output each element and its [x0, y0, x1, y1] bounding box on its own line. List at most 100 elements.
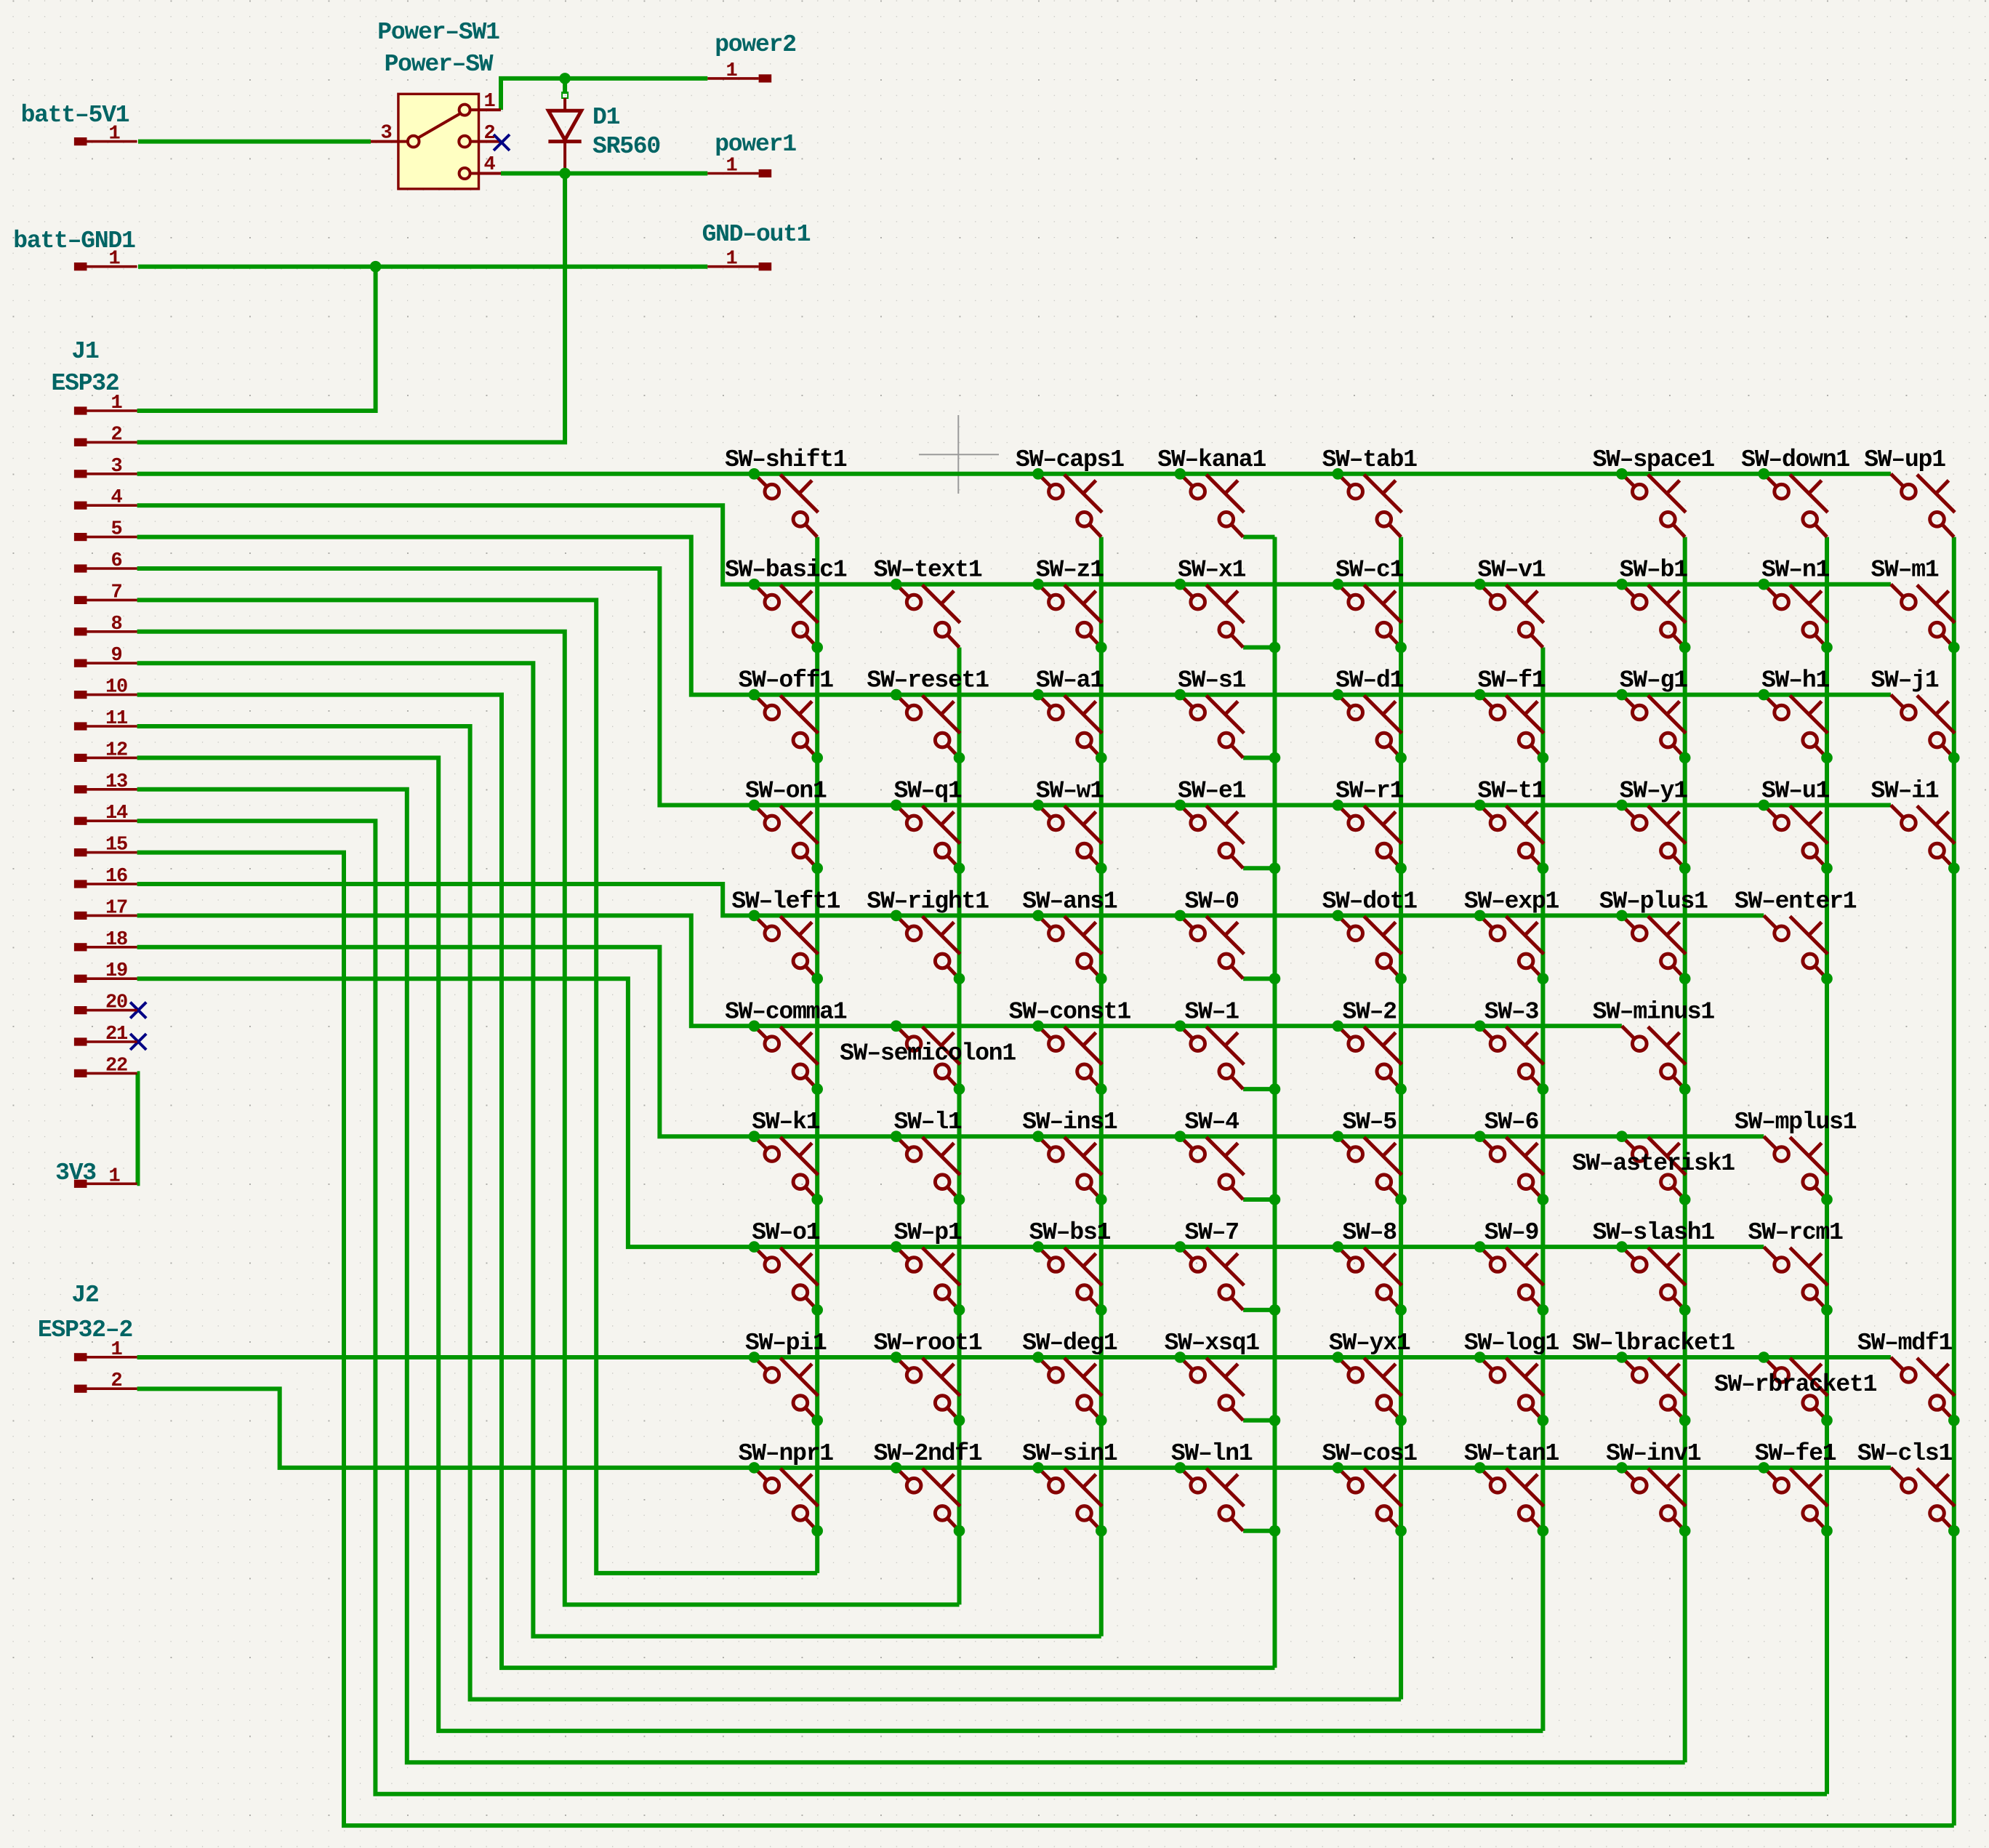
svg-text:batt–GND1: batt–GND1	[13, 228, 135, 254]
svg-text:SW–6: SW–6	[1484, 1109, 1538, 1136]
svg-text:SW–u1: SW–u1	[1761, 778, 1829, 805]
svg-text:SW–cls1: SW–cls1	[1857, 1440, 1953, 1467]
svg-text:ESP32–2: ESP32–2	[38, 1317, 132, 1343]
svg-text:SW–sin1: SW–sin1	[1022, 1440, 1117, 1467]
svg-text:SW–on1: SW–on1	[745, 778, 827, 805]
svg-text:SW–k1: SW–k1	[752, 1109, 819, 1136]
svg-text:21: 21	[105, 1024, 128, 1045]
svg-text:1: 1	[108, 249, 120, 270]
svg-text:SW–lbracket1: SW–lbracket1	[1572, 1330, 1735, 1357]
svg-text:1: 1	[726, 156, 737, 177]
svg-text:1: 1	[726, 249, 737, 270]
svg-text:SW–comma1: SW–comma1	[725, 998, 847, 1025]
svg-text:SW–l1: SW–l1	[894, 1109, 962, 1136]
svg-text:1: 1	[726, 60, 737, 82]
svg-text:SW–mplus1: SW–mplus1	[1735, 1109, 1857, 1136]
svg-text:SW–dot1: SW–dot1	[1322, 888, 1418, 915]
svg-text:SW–slash1: SW–slash1	[1593, 1219, 1715, 1246]
svg-text:4: 4	[483, 154, 495, 176]
svg-text:SW–t1: SW–t1	[1477, 778, 1545, 805]
svg-text:SW–down1: SW–down1	[1741, 446, 1849, 473]
svg-text:16: 16	[105, 866, 127, 888]
svg-text:3V3: 3V3	[55, 1160, 96, 1186]
svg-text:SW–1: SW–1	[1184, 998, 1239, 1025]
svg-text:7: 7	[110, 582, 121, 603]
svg-text:SW–v1: SW–v1	[1477, 557, 1545, 584]
svg-text:D1: D1	[592, 104, 620, 131]
svg-text:SW–minus1: SW–minus1	[1593, 998, 1715, 1025]
svg-text:power1: power1	[715, 131, 796, 158]
svg-text:SW–plus1: SW–plus1	[1599, 888, 1708, 915]
svg-text:SW–g1: SW–g1	[1620, 667, 1687, 694]
svg-text:SW–x1: SW–x1	[1178, 557, 1245, 584]
svg-text:SW–4: SW–4	[1184, 1109, 1239, 1136]
svg-text:power2: power2	[715, 31, 796, 58]
svg-text:SW–2ndf1: SW–2ndf1	[874, 1440, 982, 1467]
svg-text:SW–y1: SW–y1	[1620, 778, 1687, 805]
svg-text:19: 19	[105, 960, 127, 982]
svg-text:SW–kana1: SW–kana1	[1157, 446, 1266, 473]
svg-text:14: 14	[105, 803, 128, 824]
svg-text:SW–j1: SW–j1	[1871, 667, 1938, 694]
svg-text:Power–SW: Power–SW	[385, 51, 494, 78]
svg-text:SW–r1: SW–r1	[1335, 778, 1403, 805]
svg-text:1: 1	[110, 393, 122, 414]
svg-text:SW–up1: SW–up1	[1864, 446, 1945, 473]
svg-text:SW–z1: SW–z1	[1036, 557, 1104, 584]
svg-text:SW–shift1: SW–shift1	[725, 446, 847, 473]
svg-text:SW–left1: SW–left1	[731, 888, 840, 915]
svg-text:SW–xsq1: SW–xsq1	[1165, 1330, 1260, 1357]
svg-text:SW–a1: SW–a1	[1036, 667, 1104, 694]
svg-text:17: 17	[105, 897, 127, 919]
svg-text:SW–basic1: SW–basic1	[725, 557, 847, 584]
svg-text:batt–5V1: batt–5V1	[21, 102, 129, 129]
svg-text:SW–q1: SW–q1	[894, 778, 962, 805]
svg-text:18: 18	[105, 929, 127, 951]
svg-text:SW–npr1: SW–npr1	[739, 1440, 834, 1467]
svg-text:SW–inv1: SW–inv1	[1606, 1440, 1701, 1467]
svg-text:SW–space1: SW–space1	[1593, 446, 1715, 473]
svg-text:SW–7: SW–7	[1184, 1219, 1238, 1246]
svg-text:SW–tan1: SW–tan1	[1464, 1440, 1559, 1467]
svg-text:SW–b1: SW–b1	[1620, 557, 1687, 584]
svg-text:4: 4	[110, 487, 122, 509]
svg-text:SW–bs1: SW–bs1	[1029, 1219, 1111, 1246]
svg-text:9: 9	[110, 645, 121, 667]
svg-text:1: 1	[108, 1165, 120, 1187]
svg-text:1: 1	[108, 124, 120, 145]
svg-text:SW–ans1: SW–ans1	[1022, 888, 1117, 915]
svg-text:SW–2: SW–2	[1342, 998, 1396, 1025]
svg-text:SW–caps1: SW–caps1	[1016, 446, 1124, 473]
svg-text:10: 10	[105, 677, 127, 699]
svg-text:SW–f1: SW–f1	[1477, 667, 1545, 694]
svg-text:SW–o1: SW–o1	[752, 1219, 819, 1246]
svg-text:SR560: SR560	[592, 133, 660, 160]
svg-text:SW–enter1: SW–enter1	[1735, 888, 1857, 915]
svg-text:SW–c1: SW–c1	[1335, 557, 1403, 584]
svg-text:SW–ln1: SW–ln1	[1171, 1440, 1253, 1467]
svg-text:13: 13	[105, 771, 127, 793]
svg-text:SW–w1: SW–w1	[1036, 778, 1104, 805]
svg-text:SW–ins1: SW–ins1	[1022, 1109, 1117, 1136]
svg-text:22: 22	[105, 1055, 127, 1077]
svg-text:SW–exp1: SW–exp1	[1464, 888, 1559, 915]
svg-text:2: 2	[483, 123, 494, 145]
svg-text:SW–fe1: SW–fe1	[1755, 1440, 1836, 1467]
svg-text:3: 3	[110, 456, 121, 478]
svg-text:15: 15	[105, 835, 127, 856]
svg-text:SW–h1: SW–h1	[1761, 667, 1829, 694]
svg-text:SW–3: SW–3	[1484, 998, 1539, 1025]
svg-text:SW–rbracket1: SW–rbracket1	[1714, 1371, 1877, 1398]
svg-text:SW–8: SW–8	[1342, 1219, 1397, 1246]
svg-text:SW–n1: SW–n1	[1761, 557, 1829, 584]
svg-text:20: 20	[105, 992, 127, 1014]
svg-text:11: 11	[105, 708, 128, 730]
svg-text:SW–cos1: SW–cos1	[1322, 1440, 1418, 1467]
svg-text:SW–5: SW–5	[1342, 1109, 1397, 1136]
svg-text:SW–p1: SW–p1	[894, 1219, 962, 1246]
svg-text:SW–semicolon1: SW–semicolon1	[840, 1040, 1016, 1066]
svg-text:SW–asterisk1: SW–asterisk1	[1572, 1150, 1735, 1177]
svg-text:SW–yx1: SW–yx1	[1329, 1330, 1410, 1357]
svg-text:SW–tab1: SW–tab1	[1322, 446, 1418, 473]
svg-text:GND–out1: GND–out1	[702, 221, 811, 248]
